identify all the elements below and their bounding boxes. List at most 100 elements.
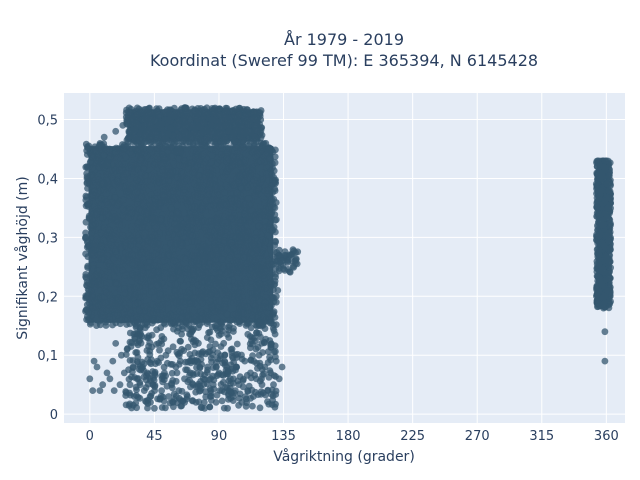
- scatter-point: [200, 399, 208, 406]
- scatter-point: [126, 307, 134, 314]
- scatter-point: [253, 322, 261, 330]
- scatter-point: [93, 236, 101, 244]
- scatter-point: [235, 381, 243, 389]
- scatter-point: [256, 404, 264, 412]
- scatter-point: [244, 212, 251, 220]
- scatter-point: [154, 150, 162, 158]
- scatter-point: [87, 287, 95, 295]
- scatter-point: [272, 357, 280, 365]
- scatter-point: [237, 261, 245, 269]
- scatter-point: [151, 371, 159, 379]
- scatter-point: [213, 216, 221, 224]
- scatter-point: [255, 351, 263, 359]
- scatter-point: [262, 223, 269, 231]
- scatter-point: [221, 189, 228, 196]
- scatter-point: [264, 208, 272, 216]
- scatter-point: [108, 173, 116, 181]
- scatter-point: [197, 308, 205, 316]
- scatter-point: [212, 364, 220, 371]
- scatter-point: [127, 193, 135, 201]
- scatter-point: [148, 331, 156, 339]
- scatter-point: [179, 322, 186, 330]
- scatter-point: [222, 181, 230, 189]
- scatter-point: [109, 357, 117, 365]
- scatter-point: [188, 217, 196, 225]
- scatter-point: [82, 234, 89, 241]
- scatter-point: [593, 290, 601, 298]
- scatter-point: [203, 180, 211, 188]
- scatter-point: [122, 392, 130, 399]
- scatter-point: [253, 186, 261, 194]
- scatter-point: [109, 305, 117, 313]
- scatter-point: [272, 298, 280, 306]
- scatter-point: [594, 239, 602, 247]
- scatter-point: [83, 243, 91, 251]
- point-cluster: [82, 139, 280, 330]
- scatter-point: [275, 265, 283, 272]
- scatter-point: [214, 274, 222, 281]
- scatter-point: [231, 195, 238, 203]
- x-tick-label: 90: [211, 429, 228, 444]
- scatter-point: [278, 257, 286, 265]
- scatter-point: [143, 127, 151, 135]
- scatter-point: [196, 212, 204, 220]
- scatter-point: [206, 393, 214, 400]
- scatter-point: [272, 292, 280, 300]
- scatter-point: [224, 268, 232, 276]
- scatter-point: [198, 299, 206, 307]
- scatter-point: [264, 348, 272, 355]
- scatter-point: [602, 157, 610, 165]
- scatter-point: [146, 393, 154, 400]
- scatter-point: [291, 257, 299, 265]
- scatter-point: [232, 105, 240, 113]
- scatter-point: [118, 351, 125, 359]
- scatter-point: [170, 160, 178, 168]
- scatter-point: [219, 282, 227, 289]
- scatter-point: [169, 343, 177, 351]
- scatter-point: [187, 359, 195, 367]
- scatter-point: [241, 357, 249, 365]
- scatter-point: [206, 232, 213, 240]
- scatter-point: [147, 202, 155, 210]
- scatter-point: [161, 135, 169, 143]
- scatter-point: [179, 220, 187, 228]
- scatter-point: [242, 171, 250, 179]
- scatter-point: [126, 381, 134, 389]
- scatter-point: [244, 304, 252, 311]
- scatter-point: [203, 126, 210, 133]
- scatter-point: [165, 116, 173, 123]
- scatter-point: [120, 369, 128, 377]
- scatter-point: [186, 290, 194, 297]
- scatter-point: [177, 174, 185, 181]
- scatter-point: [157, 199, 165, 206]
- scatter-point: [141, 163, 148, 171]
- scatter-point: [252, 293, 260, 301]
- scatter-point: [192, 399, 200, 406]
- scatter-point: [274, 287, 282, 294]
- scatter-point: [85, 200, 93, 208]
- scatter-point: [127, 287, 135, 295]
- scatter-point: [233, 340, 241, 348]
- scatter-point: [226, 214, 234, 222]
- scatter-point: [185, 138, 193, 146]
- scatter-point: [160, 267, 168, 274]
- scatter-point: [137, 366, 145, 374]
- scatter-point: [262, 252, 270, 260]
- scatter-point: [278, 363, 286, 371]
- scatter-point: [143, 172, 151, 180]
- scatter-point: [97, 301, 105, 309]
- scatter-point: [137, 330, 145, 338]
- scatter-point: [150, 301, 157, 309]
- scatter-point: [121, 285, 128, 292]
- scatter-point: [191, 349, 199, 357]
- scatter-point: [244, 260, 251, 267]
- scatter-point: [186, 300, 193, 307]
- scatter-point: [125, 375, 133, 383]
- scatter-point: [90, 188, 98, 196]
- scatter-point: [178, 345, 186, 353]
- scatter-point: [118, 196, 126, 204]
- scatter-point: [243, 183, 251, 191]
- scatter-point: [102, 211, 110, 219]
- scatter-point: [190, 279, 198, 287]
